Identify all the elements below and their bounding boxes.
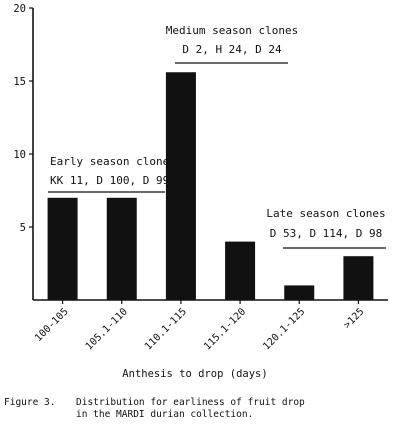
annotations: Early season clones KK 11, D 100, D 99 Med… <box>48 24 386 249</box>
bar <box>47 197 78 300</box>
season-group-title: Late season clones <box>266 207 385 220</box>
bar <box>343 256 374 300</box>
y-tick-label: 10 <box>13 149 26 161</box>
y-tick-label: 20 <box>13 3 26 15</box>
season-group-title: Medium season clones <box>166 24 298 37</box>
x-ticks: 100-105 105.1-110 110.1-115 115.1-120 120.1-… <box>33 300 367 352</box>
season-group-clones: KK 11, D 100, D 99 <box>50 174 169 187</box>
y-ticks: 5 10 15 20 <box>13 3 33 234</box>
caption-line-2: in the MARDI durian collection. <box>76 409 253 420</box>
season-group-annotation: Early season clones KK 11, D 100, D 99 <box>48 155 176 193</box>
caption-label: Figure 3. <box>4 397 55 408</box>
bar <box>106 197 137 300</box>
bars <box>47 72 374 301</box>
season-group-annotation: Medium season clones D 2, H 24, D 24 <box>166 24 298 64</box>
caption-line-1: Distribution for earliness of fruit drop <box>76 397 305 408</box>
bar <box>225 241 256 300</box>
y-tick-label: 5 <box>20 222 26 234</box>
season-group-title: Early season clones <box>50 155 176 168</box>
x-tick-label: >125 <box>342 306 367 331</box>
season-group-clones: D 2, H 24, D 24 <box>182 43 282 56</box>
y-tick-label: 15 <box>13 76 26 88</box>
bar <box>284 285 315 300</box>
x-tick-label: 115.1-120 <box>202 306 248 352</box>
season-group-annotation: Late season clones D 53, D 114, D 98 <box>266 207 386 249</box>
x-tick-label: 120.1-125 <box>261 306 307 352</box>
x-tick-label: 100-105 <box>33 306 71 344</box>
figure-caption: Figure 3. Distribution for earliness of … <box>4 397 305 420</box>
x-axis-label: Anthesis to drop (days) <box>122 368 267 380</box>
bar <box>165 72 196 301</box>
x-tick-label: 105.1-110 <box>84 306 130 352</box>
x-tick-label: 110.1-115 <box>143 306 189 352</box>
season-group-clones: D 53, D 114, D 98 <box>270 227 383 240</box>
